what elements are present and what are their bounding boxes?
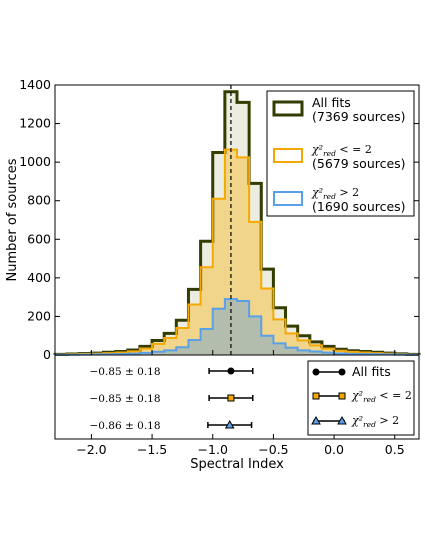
legend-count: (7369 sources) xyxy=(312,109,406,124)
y-axis-label: Number of sources xyxy=(5,158,20,281)
y-tick-label: 400 xyxy=(27,270,51,285)
summary-marker-square xyxy=(227,394,235,402)
y-tick-label: 200 xyxy=(27,308,51,323)
summary-row-label: −0.85 ± 0.18 xyxy=(89,366,160,378)
legend-label-rel: > 2 xyxy=(336,186,359,199)
summary-legend-label: χ²red > 2 xyxy=(351,414,399,429)
x-tick-label: −1.0 xyxy=(198,442,228,457)
legend-count: (5679 sources) xyxy=(312,156,406,171)
summary-legend-label-rel: < = 2 xyxy=(376,389,412,402)
legend-label: χ²red > 2 xyxy=(311,186,359,201)
summary-legend-label-sub: red xyxy=(363,420,376,429)
legend-swatch xyxy=(273,191,303,206)
histogram-legend: All fits(7369 sources)χ²red < = 2(5679 s… xyxy=(266,90,415,217)
summary-marker-triangle xyxy=(224,419,235,429)
histogram-panel: 0 200 400 600 800 1000 1200 1400 All fits(7369 s… xyxy=(19,77,421,362)
legend-label-sub: red xyxy=(323,149,336,158)
summary-row-label: −0.86 ± 0.18 xyxy=(89,420,160,432)
legend-swatch xyxy=(272,100,304,117)
legend-label: All fits xyxy=(312,95,351,110)
hist-fill-series-2 xyxy=(55,299,419,355)
summary-legend-marker xyxy=(312,392,320,400)
legend-swatch xyxy=(273,148,303,163)
x-tick-label: −1.5 xyxy=(137,442,167,457)
summary-row-label: −0.85 ± 0.18 xyxy=(89,393,160,405)
summary-frame xyxy=(54,354,420,440)
summary-marker-circle xyxy=(227,367,235,375)
summary-legend-box xyxy=(307,360,415,436)
y-tick-label: 0 xyxy=(43,347,51,362)
x-axis-label: Spectral Index xyxy=(190,457,284,472)
summary-legend-label-sub: red xyxy=(363,395,376,404)
x-tick-label: 0.0 xyxy=(324,442,344,457)
axis-labels: Spectral Index Number of sources xyxy=(5,158,284,472)
summary-legend-marker xyxy=(312,368,320,376)
summary-legend-marker xyxy=(338,368,346,376)
x-tick-label: −2.0 xyxy=(76,442,106,457)
hist-outline-series-1 xyxy=(54,148,420,356)
summary-legend-label: All fits xyxy=(352,364,391,379)
summary-legend-marker xyxy=(338,392,346,400)
summary-legend-label: χ²red < = 2 xyxy=(351,389,412,404)
x-tick-label: 0.5 xyxy=(385,442,405,457)
summary-panel: −2.0 −1.5 −1.0 −0.5 0.0 0.5 −0.85 ± 0.18 −0.85 … xyxy=(54,354,420,457)
summary-legend-marker xyxy=(337,415,347,425)
y-tick-label: 600 xyxy=(27,231,51,246)
legend-label-rel: < = 2 xyxy=(336,143,372,156)
legend-count: (1690 sources) xyxy=(312,199,406,214)
legend-label-sub: red xyxy=(323,192,336,201)
summary-legend: All fits χ²red < = 2 χ²red > 2 xyxy=(307,360,415,436)
x-tick-label: −0.5 xyxy=(258,442,288,457)
summary-legend-label-rel: > 2 xyxy=(376,414,399,427)
summary-legend-marker xyxy=(311,415,321,425)
y-tick-label: 1000 xyxy=(19,154,51,169)
y-tick-label: 1200 xyxy=(19,116,51,131)
hist-fill-series-1 xyxy=(55,149,419,355)
hist-outline-series-2 xyxy=(54,298,420,356)
y-tick-label: 1400 xyxy=(19,77,51,92)
y-tick-label: 800 xyxy=(27,193,51,208)
